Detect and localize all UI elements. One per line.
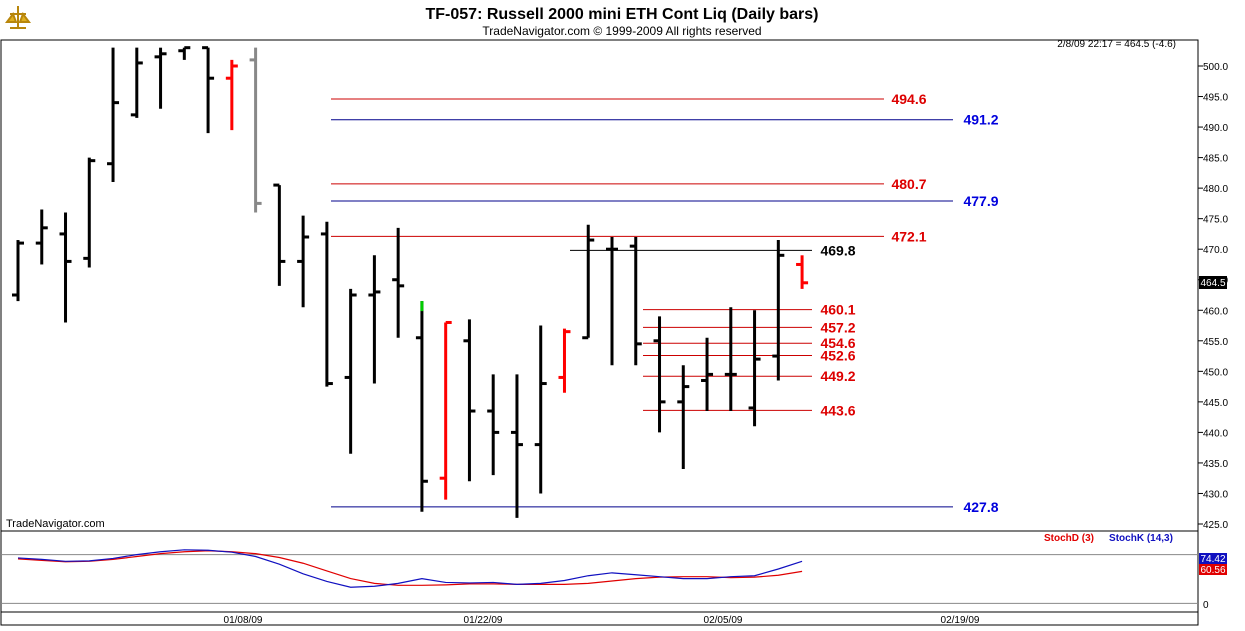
stoch-value-tag: [1199, 564, 1227, 575]
price-bar: [320, 221, 333, 387]
logo-icon: [4, 3, 32, 33]
level-label: 477.9: [963, 193, 998, 209]
stoch-line: [17, 549, 803, 588]
stoch-value-label: 74.42: [1200, 554, 1225, 565]
price-bar: [606, 236, 618, 366]
price-axis-tick-label: 460.0: [1203, 306, 1228, 317]
price-bar: [677, 365, 690, 470]
price-axis-tick-label: 445.0: [1203, 398, 1228, 409]
price-axis-tick-label: 430.0: [1203, 489, 1228, 500]
price-bar: [748, 310, 761, 427]
last-price-label: 464.5: [1200, 278, 1225, 289]
price-bar: [273, 183, 286, 286]
price-bar: [558, 328, 571, 393]
price-bar: [12, 240, 24, 302]
date-axis-tick-label: 02/05/09: [704, 615, 743, 626]
price-axis-tick-label: 470.0: [1203, 245, 1228, 256]
price-axis-tick-label: 490.0: [1203, 123, 1228, 134]
stoch-legend-item: StochK (14,3): [1109, 533, 1173, 544]
price-axis-tick-label: 480.0: [1203, 184, 1228, 195]
level-lines: 494.6 491.2 480.7 477.9 472.1 469.8 460.1457.2…: [331, 91, 999, 515]
price-bar: [83, 157, 96, 268]
price-bar: [59, 212, 72, 323]
price-bar: [297, 215, 310, 308]
price-bar: [130, 47, 143, 118]
stoch-zero-label: 0: [1203, 600, 1209, 611]
date-axis-tick-label: 01/08/09: [224, 615, 263, 626]
last-price-tag: 464.5: [1199, 276, 1227, 289]
copyright-text: TradeNavigator.com © 1999-2009 All right…: [482, 24, 761, 38]
level-label: 491.2: [963, 112, 998, 128]
price-axis: 500.0495.0490.0485.0480.0475.0470.0465.0…: [1198, 62, 1228, 531]
chart-title: TF-057: Russell 2000 mini ETH Cont Liq (…: [426, 6, 819, 23]
price-axis-tick-label: 475.0: [1203, 215, 1228, 226]
level-label: 427.8: [963, 499, 998, 515]
price-bar: [368, 255, 381, 384]
date-axis-tick-label: 01/22/09: [464, 615, 503, 626]
price-axis-tick-label: 455.0: [1203, 337, 1228, 348]
price-bar: [534, 325, 547, 494]
ohlc-bars: [12, 46, 809, 518]
price-bar: [107, 47, 120, 183]
level-label: 457.2: [820, 319, 855, 335]
price-bar: [392, 227, 405, 338]
level-label: 452.6: [820, 347, 855, 363]
price-axis-tick-label: 450.0: [1203, 367, 1228, 378]
price-bar: [582, 224, 595, 340]
level-label: 472.1: [891, 228, 926, 244]
price-bar: [35, 209, 48, 265]
stoch-line: [17, 550, 803, 586]
price-bar: [653, 316, 666, 433]
price-axis-tick-label: 435.0: [1203, 459, 1228, 470]
level-label: 480.7: [891, 176, 926, 192]
price-bar: [439, 320, 452, 500]
timestamp-readout: 2/8/09 22:17 = 464.5 (-4.6): [1057, 39, 1176, 50]
price-axis-tick-label: 440.0: [1203, 428, 1228, 439]
level-label: 469.8: [820, 242, 855, 258]
price-bar: [202, 46, 215, 134]
date-axis-tick-label: 02/19/09: [941, 615, 980, 626]
price-bar: [344, 288, 357, 454]
price-bar: [154, 47, 167, 109]
price-bar: [510, 374, 523, 518]
price-axis-tick-label: 495.0: [1203, 93, 1228, 104]
price-bar: [724, 307, 737, 412]
date-axis: 01/08/09 01/22/09 02/05/09 02/19/09: [224, 615, 980, 626]
price-bar: [463, 319, 476, 482]
price-bar: [178, 46, 191, 60]
level-label: 460.1: [820, 302, 855, 318]
price-bar: [629, 236, 642, 366]
level-label: 494.6: [891, 91, 926, 107]
level-label: 449.2: [820, 368, 855, 384]
price-bar: [772, 240, 785, 381]
price-bar: [249, 47, 262, 213]
watermark-text: TradeNavigator.com: [6, 518, 105, 530]
price-axis-tick-label: 485.0: [1203, 154, 1228, 165]
price-bar: [796, 255, 809, 289]
price-bar: [415, 301, 428, 512]
price-axis-tick-label: 425.0: [1203, 520, 1228, 531]
price-bar: [225, 59, 238, 131]
level-label: 443.6: [820, 402, 855, 418]
stoch-value-label: 60.56: [1200, 565, 1225, 576]
level-label: 454.6: [820, 335, 855, 351]
stoch-legend-item: StochD (3): [1044, 533, 1094, 544]
price-axis-tick-label: 500.0: [1203, 62, 1228, 73]
price-bar: [487, 374, 500, 476]
stoch-value-tag: [1199, 553, 1227, 564]
price-bar: [701, 337, 714, 412]
